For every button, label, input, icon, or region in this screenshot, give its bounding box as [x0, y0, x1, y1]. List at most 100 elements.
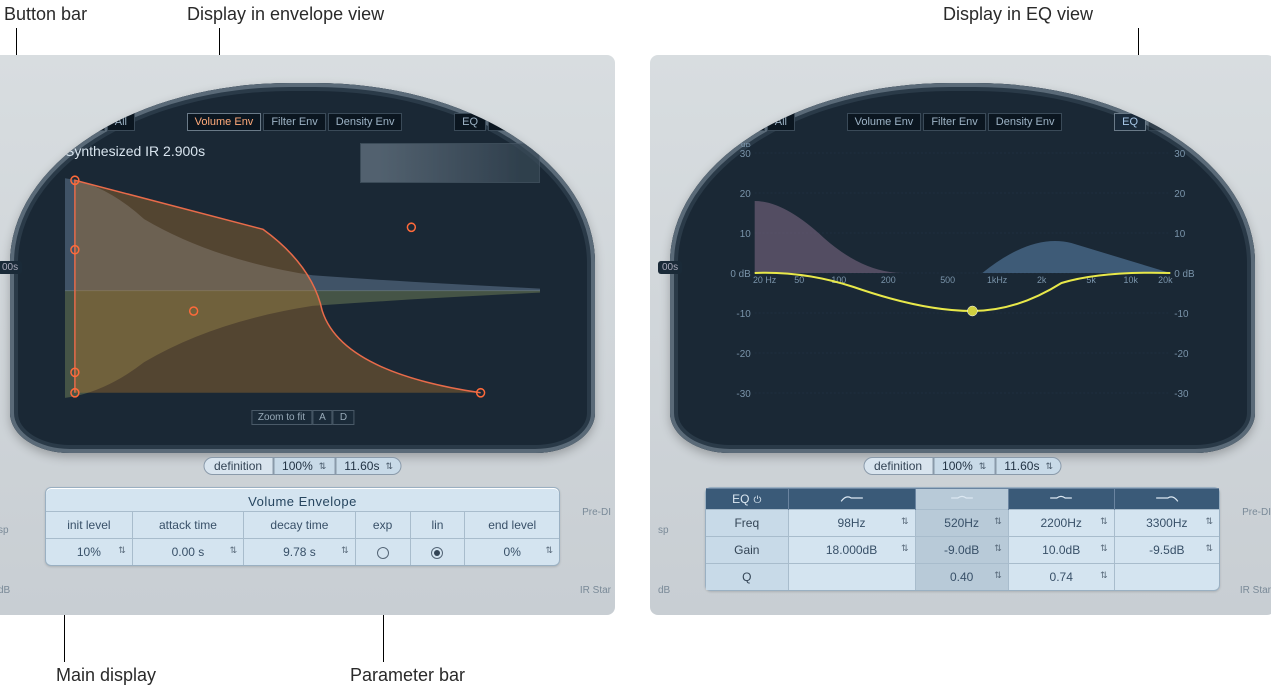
row-gain: Gain — [706, 537, 788, 564]
band2-freq-stepper[interactable]: 520Hz — [915, 510, 1008, 537]
svg-text:-10: -10 — [736, 309, 751, 320]
svg-text:500: 500 — [940, 275, 955, 285]
definition-label: definition — [203, 457, 273, 475]
svg-text:2k: 2k — [1037, 275, 1047, 285]
side-label: dB — [658, 585, 670, 596]
definition-percent-stepper[interactable]: 100% — [273, 457, 335, 475]
svg-text:-30: -30 — [1174, 389, 1189, 400]
parameter-bar: EQ Freq 98Hz 520Hz 2200Hz 3300 — [705, 487, 1220, 591]
zoom-d-button[interactable]: D — [333, 410, 354, 425]
side-label: Pre-DI — [1242, 507, 1271, 518]
row-freq: Freq — [706, 510, 788, 537]
band1-gain-stepper[interactable]: 18.000dB — [788, 537, 915, 564]
definition-time-stepper[interactable]: 11.60s — [995, 457, 1062, 475]
reset-button[interactable]: Reset — [60, 113, 105, 131]
callout-line — [383, 615, 384, 662]
side-label: dB — [0, 585, 10, 596]
band4-freq-stepper[interactable]: 3300Hz — [1114, 510, 1219, 537]
button-bar: Reset All Volume Env Filter Env Density … — [60, 113, 545, 131]
callout-eq-view: Display in EQ view — [943, 4, 1093, 25]
band4-q-stepper[interactable] — [1114, 564, 1219, 591]
definition-bar: definition 100% 11.60s — [863, 457, 1062, 475]
eq-param-table: EQ Freq 98Hz 520Hz 2200Hz 3300 — [706, 488, 1219, 590]
svg-text:-10: -10 — [1174, 309, 1189, 320]
svg-text:10: 10 — [1174, 229, 1185, 240]
density-env-button[interactable]: Density Env — [988, 113, 1063, 131]
envelope-chart[interactable] — [65, 168, 540, 403]
band1-q-stepper[interactable] — [788, 564, 915, 591]
zoom-a-button[interactable]: A — [312, 410, 333, 425]
svg-text:1kHz: 1kHz — [987, 275, 1008, 285]
volume-env-button[interactable]: Volume Env — [847, 113, 922, 131]
svg-text:-20: -20 — [1174, 349, 1189, 360]
plugin-eq-view: Reset All Volume Env Filter Env Density … — [650, 55, 1271, 615]
band3-gain-stepper[interactable]: 10.0dB — [1008, 537, 1114, 564]
exp-radio[interactable] — [355, 539, 410, 566]
band1-freq-stepper[interactable]: 98Hz — [788, 510, 915, 537]
end-level-stepper[interactable]: 0% — [465, 539, 559, 566]
band3-freq-stepper[interactable]: 2200Hz — [1008, 510, 1114, 537]
svg-text:10: 10 — [740, 229, 751, 240]
svg-text:20: 20 — [740, 189, 751, 200]
svg-text:10k: 10k — [1124, 275, 1139, 285]
eq-header[interactable]: EQ — [706, 489, 788, 510]
eq-chart[interactable]: 30 20 10 0 dB -10 -20 -30 dB 30 20 10 0 … — [725, 143, 1200, 403]
col-end-level: end level — [465, 512, 559, 539]
svg-text:dB: dB — [741, 143, 751, 149]
band3-q-stepper[interactable]: 0.74 — [1008, 564, 1114, 591]
band2-gain-stepper[interactable]: -9.0dB — [915, 537, 1008, 564]
all-button[interactable]: All — [107, 113, 135, 131]
svg-text:0 dB: 0 dB — [730, 269, 751, 280]
all-button[interactable]: All — [767, 113, 795, 131]
col-exp: exp — [355, 512, 410, 539]
filter-env-button[interactable]: Filter Env — [923, 113, 985, 131]
reset-button[interactable]: Reset — [720, 113, 765, 131]
side-label: IR Star — [580, 585, 611, 596]
svg-text:200: 200 — [881, 275, 896, 285]
lin-radio[interactable] — [410, 539, 465, 566]
envelope-param-table: init level attack time decay time exp li… — [46, 511, 559, 565]
callout-parameter-bar: Parameter bar — [350, 665, 465, 686]
definition-time-stepper[interactable]: 11.60s — [335, 457, 402, 475]
side-label: 00s — [0, 261, 22, 274]
attack-time-stepper[interactable]: 0.00 s — [132, 539, 243, 566]
screen-frame: Reset All Volume Env Filter Env Density … — [10, 83, 595, 453]
svg-text:-20: -20 — [736, 349, 751, 360]
decay-time-stepper[interactable]: 9.78 s — [244, 539, 355, 566]
band1-type-icon[interactable] — [788, 489, 915, 510]
power-icon[interactable] — [750, 492, 762, 506]
side-label: sp — [658, 525, 669, 536]
definition-percent-stepper[interactable]: 100% — [933, 457, 995, 475]
side-label: IR Star — [1240, 585, 1271, 596]
main-display[interactable]: Synthesized IR 2.900s — [65, 143, 540, 403]
col-attack-time: attack time — [132, 512, 243, 539]
parameter-title: Volume Envelope — [46, 494, 559, 509]
svg-text:-30: -30 — [736, 389, 751, 400]
init-level-stepper[interactable]: 10% — [46, 539, 132, 566]
reverse-button[interactable]: Reverse — [488, 113, 545, 131]
band2-type-icon[interactable] — [915, 489, 1008, 510]
svg-text:0 dB: 0 dB — [1174, 269, 1195, 280]
main-display[interactable]: 30 20 10 0 dB -10 -20 -30 dB 30 20 10 0 … — [725, 143, 1200, 403]
zoom-bar: Zoom to fit A D — [251, 410, 354, 425]
band3-type-icon[interactable] — [1008, 489, 1114, 510]
eq-button[interactable]: EQ — [1114, 113, 1146, 131]
zoom-to-fit-button[interactable]: Zoom to fit — [251, 410, 312, 425]
filter-env-button[interactable]: Filter Env — [263, 113, 325, 131]
callout-main-display: Main display — [56, 665, 156, 686]
col-decay-time: decay time — [244, 512, 355, 539]
callout-button-bar: Button bar — [4, 4, 87, 25]
volume-env-button[interactable]: Volume Env — [187, 113, 262, 131]
parameter-bar: Volume Envelope init level attack time d… — [45, 487, 560, 566]
plugin-envelope-view: Reset All Volume Env Filter Env Density … — [0, 55, 615, 615]
svg-text:50: 50 — [794, 275, 804, 285]
band4-gain-stepper[interactable]: -9.5dB — [1114, 537, 1219, 564]
button-bar: Reset All Volume Env Filter Env Density … — [720, 113, 1205, 131]
svg-text:20: 20 — [1174, 189, 1185, 200]
density-env-button[interactable]: Density Env — [328, 113, 403, 131]
eq-button[interactable]: EQ — [454, 113, 486, 131]
definition-label: definition — [863, 457, 933, 475]
reverse-button[interactable]: Reverse — [1148, 113, 1205, 131]
band4-type-icon[interactable] — [1114, 489, 1219, 510]
band2-q-stepper[interactable]: 0.40 — [915, 564, 1008, 591]
